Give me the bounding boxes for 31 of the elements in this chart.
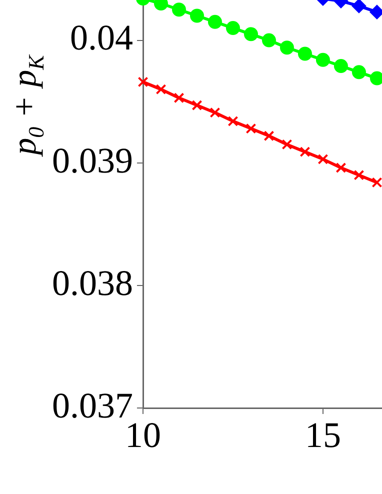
point xyxy=(336,162,346,173)
point xyxy=(156,84,166,95)
point xyxy=(174,92,184,104)
point xyxy=(282,139,292,150)
point xyxy=(244,27,258,42)
point xyxy=(228,116,238,126)
y-tick-label: 0.038 xyxy=(52,262,133,303)
point xyxy=(316,52,330,67)
point xyxy=(138,76,148,88)
point xyxy=(354,170,364,180)
point xyxy=(210,107,220,118)
point xyxy=(370,5,382,20)
point xyxy=(172,2,186,17)
point xyxy=(298,46,312,61)
point xyxy=(352,0,366,13)
point xyxy=(226,21,240,36)
y-tick-label: 0.04 xyxy=(70,18,133,58)
point xyxy=(190,8,204,23)
x-tick-label: 15 xyxy=(304,415,341,456)
point xyxy=(264,130,274,142)
point xyxy=(318,154,328,164)
point xyxy=(280,40,294,55)
point xyxy=(352,65,366,80)
point xyxy=(262,33,276,48)
point xyxy=(192,100,202,110)
point xyxy=(372,177,382,188)
point xyxy=(334,59,348,74)
point xyxy=(300,146,310,158)
y-tick-label: 0.039 xyxy=(52,140,133,180)
point xyxy=(246,123,256,134)
point xyxy=(208,14,222,29)
